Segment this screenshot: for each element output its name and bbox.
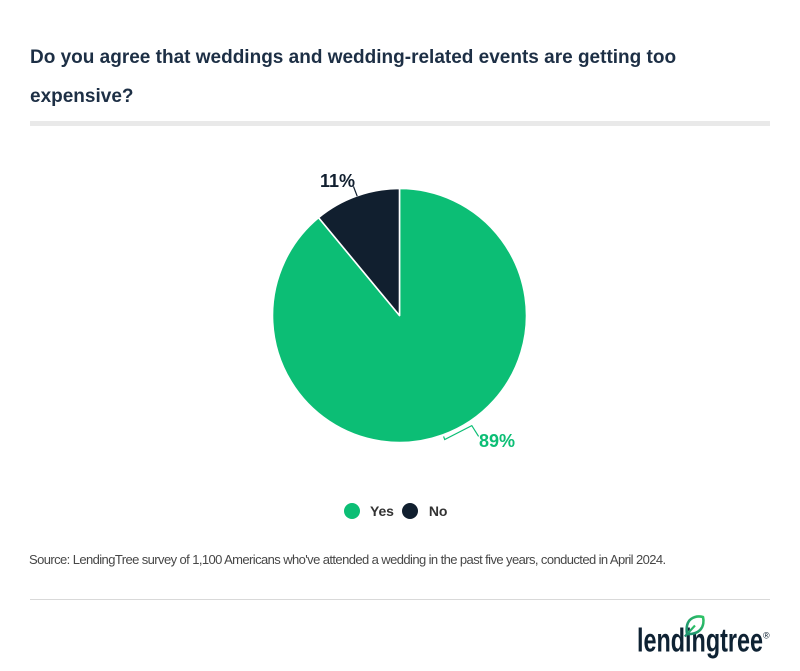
svg-text:®: ® — [763, 631, 770, 641]
svg-text:lendingtree: lendingtree — [637, 622, 763, 659]
